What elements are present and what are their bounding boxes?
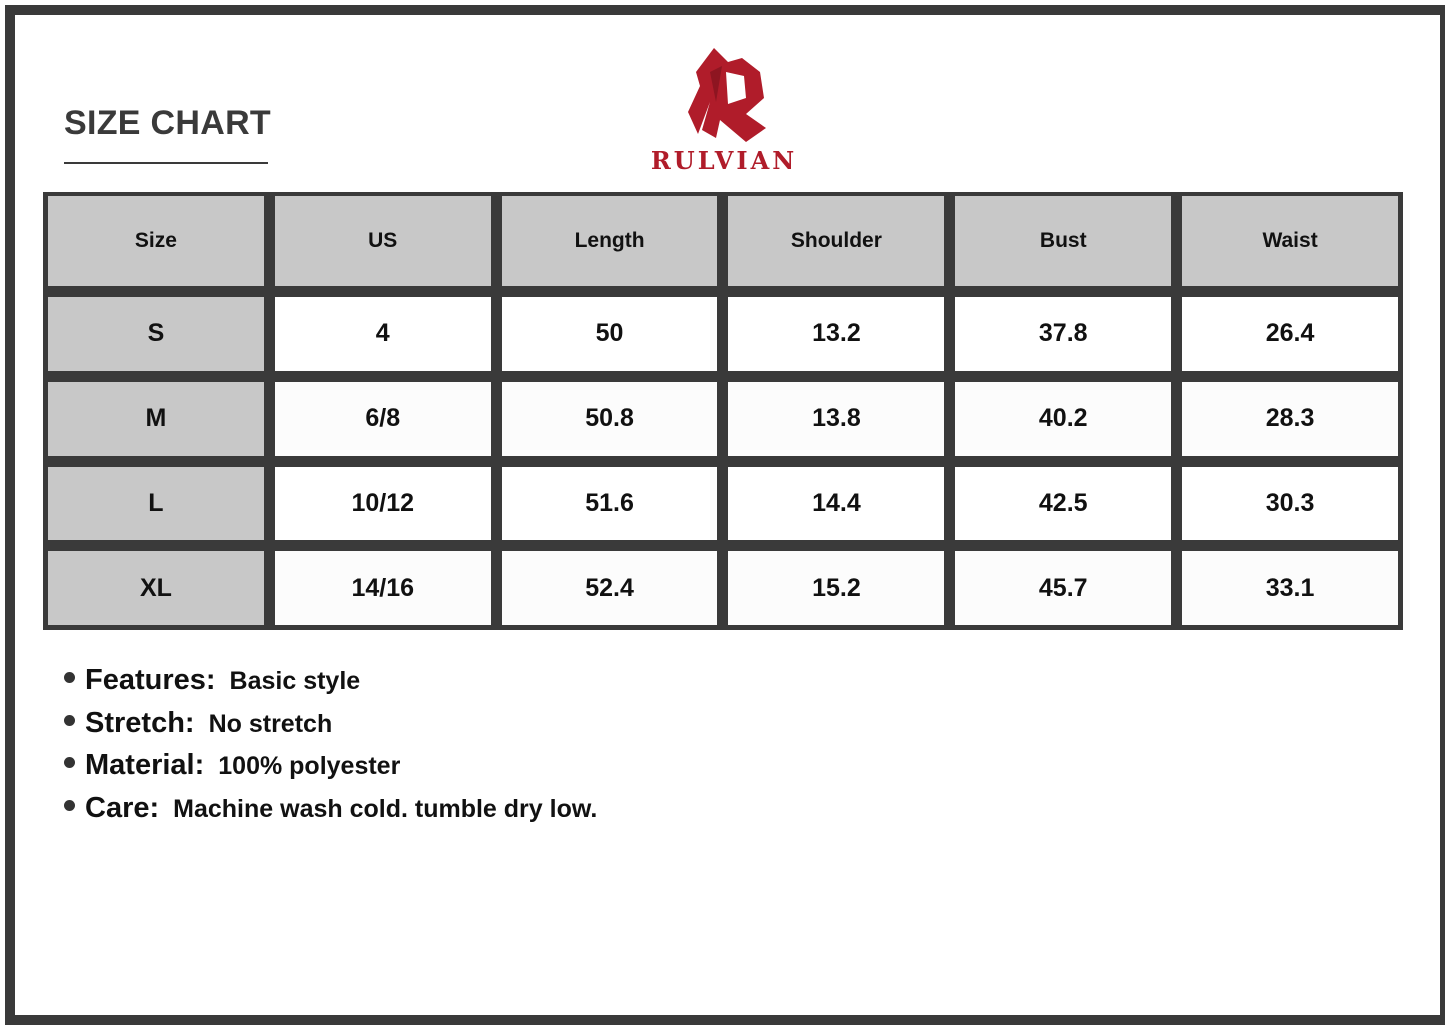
cell-us: 10/12 xyxy=(274,466,491,541)
note-value: No stretch xyxy=(208,709,333,738)
cell-size: XL xyxy=(48,551,264,625)
cell-bust: 42.5 xyxy=(955,466,1172,541)
bullet-icon xyxy=(64,757,75,768)
note-item: Stretch: No stretch xyxy=(64,707,597,750)
cell-us: 4 xyxy=(274,297,491,371)
brand-name: RULVIAN xyxy=(650,146,798,175)
page-title: SIZE CHART xyxy=(64,104,271,142)
note-item: Features: Basic style xyxy=(64,664,597,707)
product-notes: Features: Basic style Stretch: No stretch Ma… xyxy=(64,664,597,834)
header-size: Size xyxy=(48,196,264,286)
note-value: Machine wash cold. tumble dry low. xyxy=(173,794,598,823)
cell-shoulder: 14.4 xyxy=(728,466,945,541)
note-label: Features: xyxy=(85,664,216,696)
cell-length: 50 xyxy=(501,297,718,371)
size-table: Size US Length Shoulder Bust Waist S 4 50 1… xyxy=(43,192,1403,630)
cell-bust: 45.7 xyxy=(955,551,1172,625)
note-label: Stretch: xyxy=(85,706,195,739)
bullet-icon xyxy=(64,799,75,811)
cell-waist: 26.4 xyxy=(1182,297,1398,371)
note-value: Basic style xyxy=(229,667,361,695)
cell-length: 51.6 xyxy=(501,466,718,541)
note-label: Care: xyxy=(85,791,160,824)
cell-bust: 40.2 xyxy=(955,381,1172,456)
note-item: Material: 100% polyester xyxy=(64,749,597,792)
cell-length: 50.8 xyxy=(501,381,718,456)
cell-us: 14/16 xyxy=(274,551,491,625)
cell-size: M xyxy=(48,381,264,456)
header-bust: Bust xyxy=(955,196,1172,286)
cell-size: S xyxy=(48,297,264,371)
header-us: US xyxy=(274,196,491,286)
note-label: Material: xyxy=(85,749,205,781)
cell-waist: 30.3 xyxy=(1182,466,1398,541)
note-item: Care: Machine wash cold. tumble dry low. xyxy=(64,792,597,835)
cell-shoulder: 13.8 xyxy=(728,381,945,456)
bullet-icon xyxy=(64,714,75,726)
cell-waist: 28.3 xyxy=(1182,381,1398,456)
cell-length: 52.4 xyxy=(501,551,718,625)
cell-bust: 37.8 xyxy=(955,297,1172,371)
bullet-icon xyxy=(64,672,75,683)
header-waist: Waist xyxy=(1182,196,1398,286)
title-underline xyxy=(64,162,268,164)
cell-shoulder: 13.2 xyxy=(728,297,945,371)
cell-us: 6/8 xyxy=(274,381,491,456)
cell-shoulder: 15.2 xyxy=(728,551,945,625)
header-length: Length xyxy=(501,196,718,286)
cell-waist: 33.1 xyxy=(1182,551,1398,625)
note-value: 100% polyester xyxy=(218,752,401,780)
cell-size: L xyxy=(48,466,264,541)
brand-logo-icon xyxy=(688,48,766,142)
header-shoulder: Shoulder xyxy=(728,196,945,286)
